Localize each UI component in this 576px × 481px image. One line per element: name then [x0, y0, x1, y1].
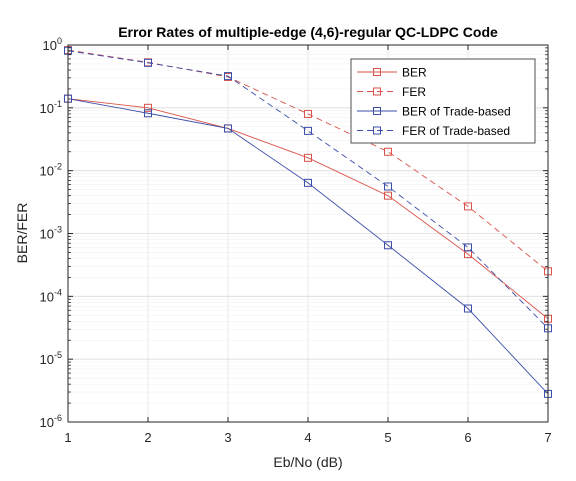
data-point-marker	[384, 147, 392, 156]
data-point-marker	[304, 126, 312, 135]
y-tick-label: 10-1	[40, 99, 62, 116]
series-line	[67, 98, 549, 320]
legend-label: BER	[402, 66, 427, 80]
legend-marker-swatch	[373, 107, 381, 115]
axis-ticks: 1 2 3 4 5 6 7 10-6 10-5 10-4 10-3 10-2 10-1 100	[40, 36, 552, 445]
series-layer	[64, 46, 552, 398]
legend-label: FER	[402, 85, 426, 99]
y-tick-label: 100	[43, 36, 62, 53]
x-tick-label: 4	[304, 430, 311, 445]
data-point-marker	[304, 109, 312, 118]
y-tick-label: 10-6	[40, 413, 62, 430]
data-point-marker	[144, 58, 152, 67]
series-line	[67, 50, 549, 329]
x-tick-label: 1	[64, 430, 71, 445]
data-point-marker	[384, 241, 392, 250]
x-tick-label: 7	[544, 430, 551, 445]
data-point-marker	[384, 182, 392, 191]
x-tick-label: 2	[144, 430, 151, 445]
y-axis-title: BER/FER	[14, 203, 30, 264]
data-point-marker	[304, 153, 312, 162]
data-point-marker	[384, 191, 392, 200]
legend-item: FER	[357, 85, 426, 99]
data-point-marker	[464, 304, 472, 313]
legend-label: FER of Trade-based	[402, 124, 510, 138]
legend-marker-swatch	[373, 126, 381, 135]
y-tick-label: 10-5	[40, 350, 62, 367]
y-tick-label: 10-3	[40, 225, 62, 242]
x-axis-title: Eb/No (dB)	[273, 454, 342, 470]
legend-item: BER	[357, 66, 427, 80]
legend-marker-swatch	[373, 68, 381, 76]
data-point-marker	[144, 103, 152, 112]
legend-item: BER of Trade-based	[357, 105, 511, 119]
series-line	[67, 49, 549, 272]
legend-box	[350, 58, 536, 144]
series-line	[67, 98, 549, 395]
legend-item: FER of Trade-based	[357, 124, 510, 138]
chart-title: Error Rates of multiple-edge (4,6)-regul…	[118, 24, 498, 40]
y-tick-label: 10-4	[40, 287, 62, 304]
legend-marker-swatch	[373, 87, 381, 96]
data-point-marker	[304, 178, 312, 187]
x-tick-label: 6	[464, 430, 471, 445]
data-point-marker	[144, 109, 152, 118]
legend: BER FER BER of Trade-based FER of Trade-bas…	[350, 58, 536, 144]
x-tick-label: 3	[224, 430, 231, 445]
data-point-marker	[224, 124, 232, 133]
x-tick-label: 5	[384, 430, 391, 445]
y-tick-label: 10-2	[40, 162, 62, 179]
data-point-marker	[464, 243, 472, 252]
data-point-marker	[224, 72, 232, 81]
data-point-marker	[464, 202, 472, 211]
legend-label: BER of Trade-based	[402, 105, 511, 119]
